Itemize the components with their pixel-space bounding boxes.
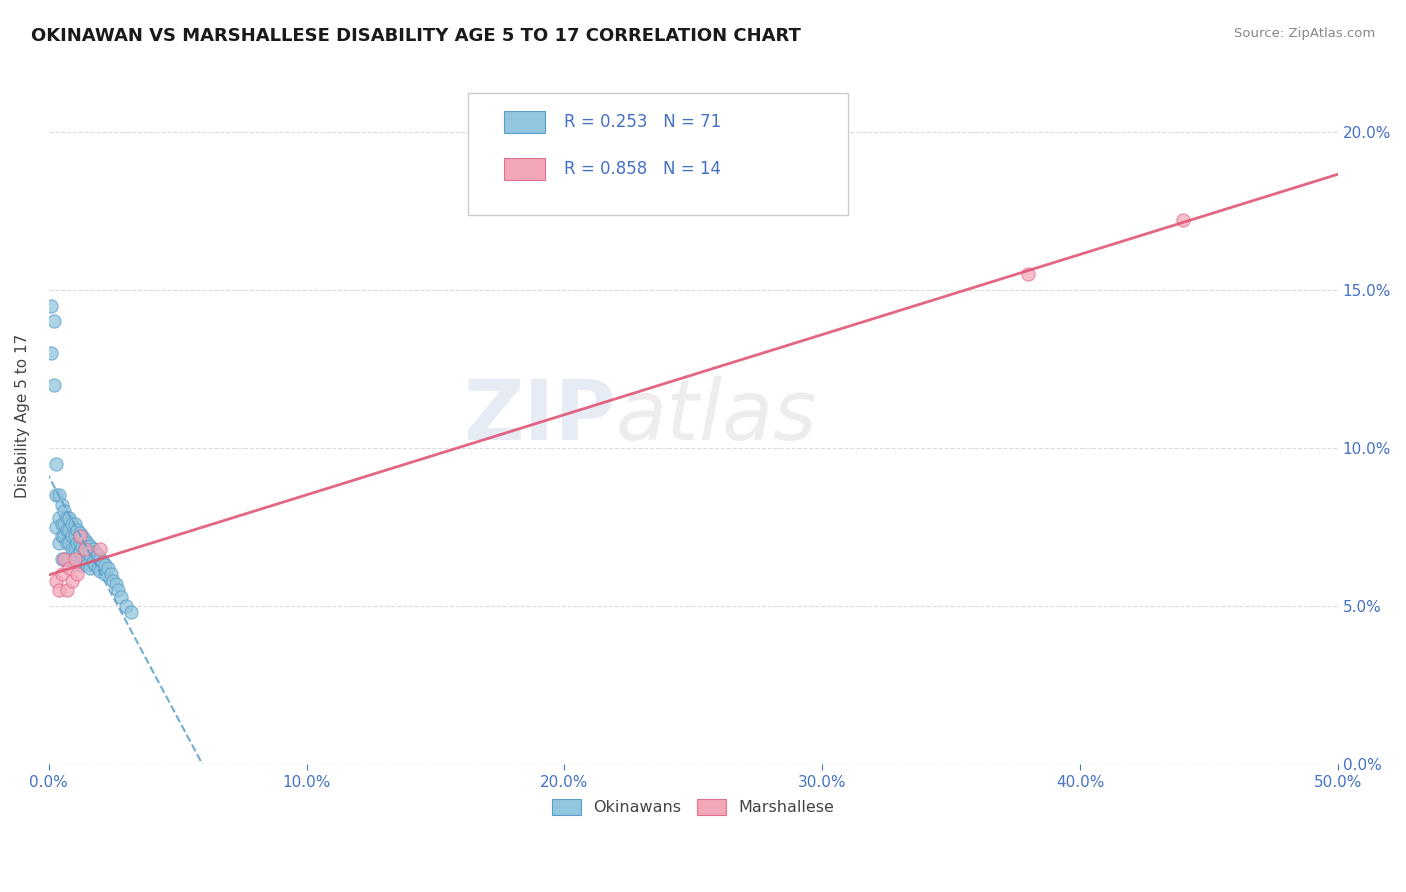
Point xyxy=(84,558,107,572)
Point xyxy=(72,551,94,566)
Point xyxy=(107,583,129,598)
Point xyxy=(58,523,80,537)
FancyBboxPatch shape xyxy=(468,93,848,215)
Point xyxy=(60,516,83,531)
Point xyxy=(48,583,70,598)
Point xyxy=(87,561,110,575)
Point xyxy=(76,558,98,572)
Point xyxy=(89,542,111,557)
Point xyxy=(56,551,79,566)
Point xyxy=(73,542,96,557)
Text: ZIP: ZIP xyxy=(464,376,616,457)
Point xyxy=(41,346,63,360)
Point xyxy=(51,567,73,582)
Point xyxy=(63,542,86,557)
Point xyxy=(53,516,76,531)
Point xyxy=(79,549,101,563)
FancyBboxPatch shape xyxy=(503,158,546,180)
Point xyxy=(79,561,101,575)
Point xyxy=(84,545,107,559)
Point xyxy=(58,536,80,550)
Text: R = 0.858   N = 14: R = 0.858 N = 14 xyxy=(564,160,721,178)
Point xyxy=(51,529,73,543)
Point xyxy=(48,536,70,550)
Point xyxy=(63,529,86,543)
Point xyxy=(45,574,67,588)
Point xyxy=(51,551,73,566)
Point xyxy=(94,567,117,582)
Point xyxy=(72,539,94,553)
Point xyxy=(63,555,86,569)
Point xyxy=(41,299,63,313)
Point xyxy=(82,542,104,557)
Point xyxy=(60,529,83,543)
Point xyxy=(63,551,86,566)
Text: OKINAWAN VS MARSHALLESE DISABILITY AGE 5 TO 17 CORRELATION CHART: OKINAWAN VS MARSHALLESE DISABILITY AGE 5… xyxy=(31,27,801,45)
Point xyxy=(115,599,138,613)
Point xyxy=(63,516,86,531)
Point xyxy=(87,549,110,563)
Point xyxy=(76,536,98,550)
Point xyxy=(45,520,67,534)
Point xyxy=(69,526,91,541)
Point xyxy=(97,561,120,575)
Point xyxy=(53,529,76,543)
Point xyxy=(53,551,76,566)
Point xyxy=(110,590,132,604)
Point xyxy=(103,574,125,588)
Point xyxy=(60,542,83,557)
Point xyxy=(60,574,83,588)
FancyBboxPatch shape xyxy=(503,111,546,133)
Point xyxy=(58,510,80,524)
Text: Source: ZipAtlas.com: Source: ZipAtlas.com xyxy=(1234,27,1375,40)
Point xyxy=(73,542,96,557)
Legend: Okinawans, Marshallese: Okinawans, Marshallese xyxy=(551,798,835,815)
Text: atlas: atlas xyxy=(616,376,817,457)
Point xyxy=(48,510,70,524)
Point xyxy=(48,488,70,502)
Point xyxy=(69,558,91,572)
Point xyxy=(42,377,65,392)
Point xyxy=(73,555,96,569)
Point xyxy=(104,577,127,591)
Point xyxy=(79,539,101,553)
Point xyxy=(72,529,94,543)
Point xyxy=(89,551,111,566)
Point xyxy=(66,523,89,537)
Point xyxy=(56,523,79,537)
Text: R = 0.253   N = 71: R = 0.253 N = 71 xyxy=(564,113,721,131)
Point xyxy=(89,564,111,578)
Point xyxy=(56,583,79,598)
Point xyxy=(69,529,91,543)
Point xyxy=(94,558,117,572)
Point xyxy=(82,555,104,569)
Point xyxy=(66,549,89,563)
Point xyxy=(51,498,73,512)
Point xyxy=(1171,213,1194,227)
Point xyxy=(69,545,91,559)
Y-axis label: Disability Age 5 to 17: Disability Age 5 to 17 xyxy=(15,334,30,499)
Point xyxy=(66,536,89,550)
Point xyxy=(69,536,91,550)
Point xyxy=(58,551,80,566)
Point xyxy=(58,561,80,575)
Point xyxy=(56,510,79,524)
Point xyxy=(91,555,114,569)
Point xyxy=(1017,267,1039,281)
Point xyxy=(56,536,79,550)
Point xyxy=(45,488,67,502)
Point xyxy=(73,533,96,547)
Point xyxy=(66,567,89,582)
Point xyxy=(53,551,76,566)
Point xyxy=(100,567,122,582)
Point xyxy=(42,314,65,328)
Point xyxy=(76,545,98,559)
Point xyxy=(45,457,67,471)
Point xyxy=(53,504,76,518)
Point xyxy=(120,606,142,620)
Point xyxy=(51,516,73,531)
